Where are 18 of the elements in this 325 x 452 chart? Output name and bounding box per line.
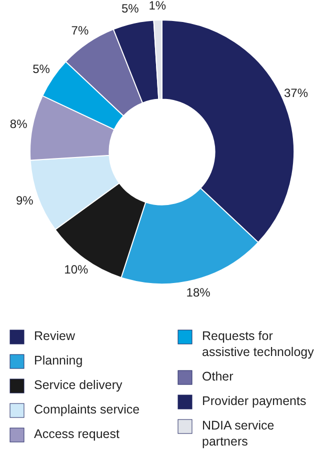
legend-label: NDIA service partners (202, 418, 274, 449)
data-label: 9% (16, 194, 34, 208)
legend-label: Complaints service (34, 402, 140, 417)
legend-label: Requests for assistive technology (202, 329, 315, 360)
data-label: 7% (71, 23, 89, 38)
legend-label: Provider payments (202, 394, 306, 408)
legend-label: Planning (34, 354, 83, 368)
legend-label: Review (34, 329, 76, 344)
data-label: 5% (121, 2, 140, 16)
data-label: 8% (10, 116, 28, 131)
data-label: 1% (148, 0, 166, 12)
data-label: 5% (32, 62, 50, 76)
data-label: 37% (284, 86, 308, 100)
data-label: 18% (186, 286, 211, 300)
legend-label: Other (202, 370, 234, 384)
data-label: 10% (64, 262, 89, 276)
legend-label: Access request (34, 427, 120, 442)
legend-label: Service delivery (34, 378, 123, 392)
